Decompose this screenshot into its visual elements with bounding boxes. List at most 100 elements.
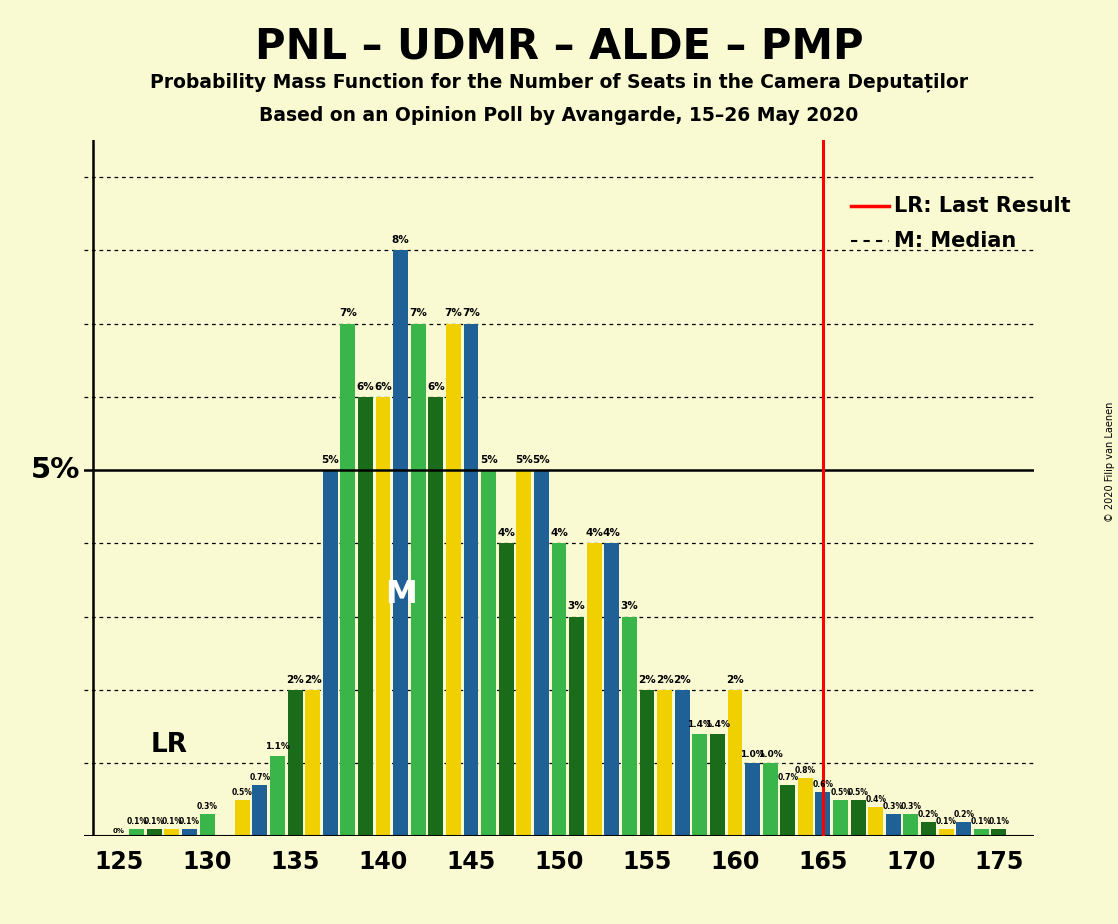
Text: 0.1%: 0.1% xyxy=(161,817,182,826)
Text: 0.1%: 0.1% xyxy=(126,817,148,826)
Text: 2%: 2% xyxy=(286,675,304,685)
Bar xyxy=(869,807,883,836)
Bar xyxy=(182,829,197,836)
Bar xyxy=(464,323,479,836)
Text: 0.4%: 0.4% xyxy=(865,795,887,804)
Text: 2%: 2% xyxy=(638,675,656,685)
Text: 2%: 2% xyxy=(656,675,673,685)
Bar xyxy=(780,785,795,836)
Text: 0.5%: 0.5% xyxy=(231,787,253,796)
Text: LR: Last Result: LR: Last Result xyxy=(893,196,1070,216)
Text: 0.6%: 0.6% xyxy=(813,781,834,789)
Text: 5%: 5% xyxy=(515,455,532,465)
Text: 5%: 5% xyxy=(321,455,339,465)
Bar xyxy=(410,323,426,836)
Text: 1.1%: 1.1% xyxy=(265,742,290,751)
Bar xyxy=(605,543,619,836)
Text: 0.7%: 0.7% xyxy=(777,773,798,782)
Text: 8%: 8% xyxy=(391,236,409,245)
Bar xyxy=(323,470,338,836)
Text: 7%: 7% xyxy=(339,309,357,319)
Text: 1.4%: 1.4% xyxy=(688,721,712,729)
Text: 3%: 3% xyxy=(620,602,638,612)
Text: 0%: 0% xyxy=(113,828,125,834)
Text: 0.8%: 0.8% xyxy=(795,766,816,774)
Text: 0.1%: 0.1% xyxy=(144,817,164,826)
Bar xyxy=(762,763,778,836)
Bar xyxy=(815,792,831,836)
Bar xyxy=(235,799,249,836)
Bar xyxy=(269,756,285,836)
Text: 6%: 6% xyxy=(427,382,445,392)
Text: 0.3%: 0.3% xyxy=(900,802,921,811)
Bar xyxy=(885,814,901,836)
Text: 5%: 5% xyxy=(31,456,80,484)
Bar xyxy=(499,543,513,836)
Text: 1.0%: 1.0% xyxy=(758,749,783,759)
Bar xyxy=(728,689,742,836)
Bar xyxy=(833,799,849,836)
Text: Based on an Opinion Poll by Avangarde, 15–26 May 2020: Based on an Opinion Poll by Avangarde, 1… xyxy=(259,106,859,126)
Text: 6%: 6% xyxy=(375,382,392,392)
Text: 0.3%: 0.3% xyxy=(197,802,218,811)
Bar xyxy=(428,396,444,836)
Text: LR: LR xyxy=(151,732,188,758)
Text: 7%: 7% xyxy=(445,309,463,319)
Bar xyxy=(745,763,760,836)
Text: 2%: 2% xyxy=(673,675,691,685)
Text: 1.0%: 1.0% xyxy=(740,749,765,759)
Text: 7%: 7% xyxy=(409,309,427,319)
Bar xyxy=(798,778,813,836)
Bar xyxy=(657,689,672,836)
Bar xyxy=(199,814,215,836)
Text: 4%: 4% xyxy=(603,529,620,538)
Text: 0.2%: 0.2% xyxy=(918,809,939,819)
Text: 0.1%: 0.1% xyxy=(988,817,1010,826)
Text: 0.5%: 0.5% xyxy=(831,787,851,796)
Text: PNL – UDMR – ALDE – PMP: PNL – UDMR – ALDE – PMP xyxy=(255,26,863,67)
Bar xyxy=(551,543,567,836)
Bar xyxy=(903,814,919,836)
Bar xyxy=(992,829,1006,836)
Bar xyxy=(481,470,496,836)
Text: 4%: 4% xyxy=(550,529,568,538)
Text: 6%: 6% xyxy=(357,382,375,392)
Text: M: M xyxy=(385,579,417,610)
Bar xyxy=(921,821,936,836)
Text: M: Median: M: Median xyxy=(893,231,1016,250)
Bar xyxy=(305,689,320,836)
Text: 1.4%: 1.4% xyxy=(704,721,730,729)
Text: 5%: 5% xyxy=(532,455,550,465)
Bar xyxy=(340,323,356,836)
Bar xyxy=(358,396,373,836)
Bar xyxy=(253,785,267,836)
Bar xyxy=(446,323,461,836)
Text: 2%: 2% xyxy=(304,675,322,685)
Text: 7%: 7% xyxy=(462,309,480,319)
Text: 0.2%: 0.2% xyxy=(954,809,974,819)
Text: 3%: 3% xyxy=(568,602,586,612)
Text: 0.7%: 0.7% xyxy=(249,773,271,782)
Bar xyxy=(164,829,179,836)
Bar xyxy=(622,616,637,836)
Bar xyxy=(692,734,708,836)
Text: 2%: 2% xyxy=(726,675,743,685)
Text: 4%: 4% xyxy=(585,529,603,538)
Text: Probability Mass Function for the Number of Seats in the Camera Deputaților: Probability Mass Function for the Number… xyxy=(150,73,968,92)
Bar xyxy=(851,799,865,836)
Text: 0.1%: 0.1% xyxy=(970,817,992,826)
Bar xyxy=(587,543,601,836)
Bar xyxy=(376,396,390,836)
Bar xyxy=(569,616,584,836)
Bar xyxy=(974,829,988,836)
Text: 0.3%: 0.3% xyxy=(883,802,903,811)
Text: 5%: 5% xyxy=(480,455,498,465)
Bar xyxy=(674,689,690,836)
Text: © 2020 Filip van Laenen: © 2020 Filip van Laenen xyxy=(1106,402,1115,522)
Bar xyxy=(639,689,654,836)
Text: 0.5%: 0.5% xyxy=(847,787,869,796)
Text: 0.1%: 0.1% xyxy=(936,817,957,826)
Bar xyxy=(956,821,972,836)
Bar xyxy=(287,689,303,836)
Bar xyxy=(394,250,408,836)
